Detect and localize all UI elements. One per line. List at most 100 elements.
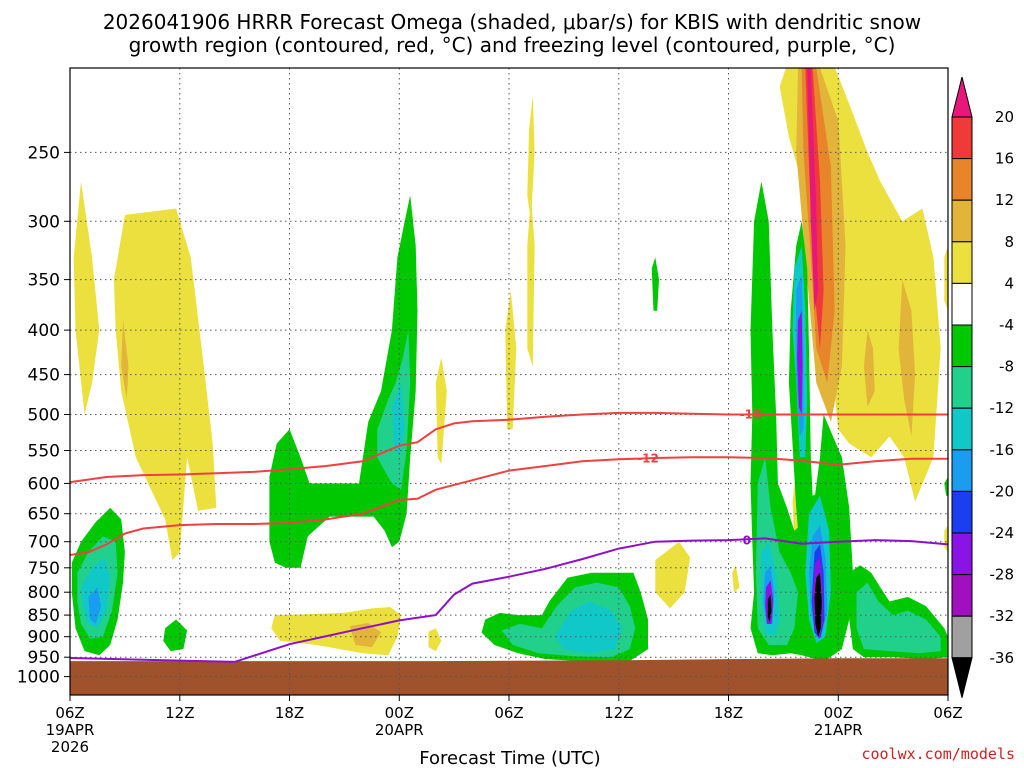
omega-pos20-region bbox=[807, 68, 819, 311]
contour-label: -12 bbox=[637, 452, 659, 466]
colorbar-tick-label: -20 bbox=[990, 482, 1015, 500]
x-tick-label: 18Z bbox=[714, 704, 743, 722]
omega-pos8-region bbox=[898, 279, 916, 437]
colorbar-tick-label: -12 bbox=[990, 399, 1015, 417]
omega-neg8-region bbox=[856, 582, 941, 654]
contour-line bbox=[70, 456, 948, 556]
y-tick-label: 650 bbox=[28, 505, 60, 525]
y-tick-label: 900 bbox=[28, 628, 60, 648]
colorbar-segment bbox=[951, 532, 973, 576]
colorbar-segment bbox=[951, 407, 973, 451]
omega-neg36-region bbox=[814, 572, 822, 637]
omega-pos8-region bbox=[863, 330, 875, 407]
x-tick-label: 00Z bbox=[824, 704, 853, 722]
colorbar-segment bbox=[951, 282, 973, 326]
y-tick-label: 800 bbox=[28, 583, 60, 603]
omega-pos4-region bbox=[113, 208, 217, 561]
omega-pos4-region bbox=[944, 525, 948, 553]
omega-shading bbox=[70, 68, 948, 695]
omega-pos4-region bbox=[527, 95, 535, 222]
chart-title-line2: growth region (contoured, red, °C) and f… bbox=[129, 33, 896, 57]
y-tick-label: 450 bbox=[28, 366, 60, 386]
colorbar-tick-label: -8 bbox=[999, 358, 1014, 376]
colorbar-tick-label: -4 bbox=[999, 316, 1014, 334]
credit-text: coolwx.com/models bbox=[861, 745, 1015, 763]
colorbar-segment bbox=[951, 324, 973, 368]
colorbar-tick-label: 12 bbox=[995, 191, 1014, 209]
y-tick-label: 750 bbox=[28, 559, 60, 579]
y-tick-label: 950 bbox=[28, 648, 60, 668]
x-tick-date: 20APR bbox=[375, 721, 424, 739]
contour-label: 0 bbox=[743, 534, 751, 548]
omega-neg4-region bbox=[269, 195, 418, 568]
y-tick-label: 550 bbox=[28, 442, 60, 462]
omega-neg24-region bbox=[797, 310, 803, 415]
omega-neg12-region bbox=[391, 382, 405, 458]
omega-neg4-region bbox=[944, 477, 948, 496]
colorbar-segment bbox=[951, 76, 973, 118]
x-tick-label: 12Z bbox=[165, 704, 194, 722]
omega-pos4-region bbox=[428, 628, 442, 652]
y-tick-label: 350 bbox=[28, 271, 60, 291]
colorbar-segment bbox=[951, 449, 973, 492]
y-tick-label: 400 bbox=[28, 321, 60, 341]
y-axis: 2503003504004505005506006507007508008509… bbox=[17, 143, 70, 688]
colorbar-tick-label: -24 bbox=[990, 524, 1015, 542]
colorbar-segment bbox=[951, 574, 973, 617]
colorbar-tick-label: -28 bbox=[990, 566, 1015, 584]
x-tick-label: 06Z bbox=[55, 704, 84, 722]
colorbar-tick-label: 16 bbox=[995, 150, 1014, 168]
colorbar-tick-label: -16 bbox=[990, 441, 1015, 459]
omega-neg4-region bbox=[163, 619, 188, 652]
y-tick-label: 850 bbox=[28, 606, 60, 626]
omega-pos4-region bbox=[435, 357, 447, 464]
plot-area: -18 -12 0 bbox=[69, 67, 949, 696]
y-tick-label: 500 bbox=[28, 406, 60, 426]
colorbar: 20 16 12 8 4 -4 -8 -12 -16 -20 -24 -28 -32 -36 bbox=[951, 76, 1015, 698]
omega-neg4-region bbox=[651, 257, 659, 311]
ground-terrain bbox=[70, 658, 948, 695]
x-tick-label: 06Z bbox=[494, 704, 523, 722]
x-tick-year: 2026 bbox=[51, 738, 89, 756]
colorbar-tick-label: 4 bbox=[1004, 274, 1014, 292]
chart-title-line1: 2026041906 HRRR Forecast Omega (shaded, … bbox=[103, 10, 921, 34]
grid-lines bbox=[70, 68, 948, 695]
colorbar-segment bbox=[951, 199, 973, 243]
x-tick-label: 06Z bbox=[933, 704, 962, 722]
colorbar-segment bbox=[951, 615, 973, 659]
x-tick-date: 19APR bbox=[46, 721, 95, 739]
temperature-contours: -18 -12 0 bbox=[70, 408, 948, 663]
colorbar-segment bbox=[951, 241, 973, 284]
colorbar-segment bbox=[951, 366, 973, 409]
colorbar-tick-label: 20 bbox=[995, 108, 1014, 126]
y-tick-label: 700 bbox=[28, 533, 60, 553]
x-tick-label: 18Z bbox=[275, 704, 304, 722]
omega-pos4-region bbox=[505, 290, 517, 430]
omega-pos4-region bbox=[944, 245, 948, 311]
colorbar-tick-label: -32 bbox=[990, 607, 1015, 625]
y-tick-label: 600 bbox=[28, 474, 60, 494]
colorbar-segment bbox=[951, 116, 973, 160]
colorbar-segment bbox=[951, 657, 973, 698]
x-tick-label: 12Z bbox=[604, 704, 633, 722]
omega-neg12-region bbox=[554, 601, 623, 654]
x-tick-date: 21APR bbox=[814, 721, 863, 739]
contour-label: -18 bbox=[740, 408, 762, 422]
x-tick-label: 00Z bbox=[385, 704, 414, 722]
y-tick-label: 300 bbox=[28, 212, 60, 232]
colorbar-segment bbox=[951, 158, 973, 201]
colorbar-tick-label: -36 bbox=[990, 649, 1015, 667]
colorbar-segment bbox=[951, 490, 973, 534]
omega-pos4-region bbox=[527, 195, 535, 367]
omega-pos8-region bbox=[121, 320, 129, 399]
contour-line bbox=[70, 537, 948, 663]
colorbar-tick-label: 8 bbox=[1004, 233, 1014, 251]
omega-pos4-region bbox=[732, 565, 740, 593]
contour-line bbox=[70, 411, 948, 484]
y-tick-label: 250 bbox=[28, 143, 60, 163]
omega-pos4-region bbox=[73, 181, 100, 415]
x-axis-label: Forecast Time (UTC) bbox=[419, 748, 600, 768]
y-tick-label: 1000 bbox=[17, 668, 60, 688]
